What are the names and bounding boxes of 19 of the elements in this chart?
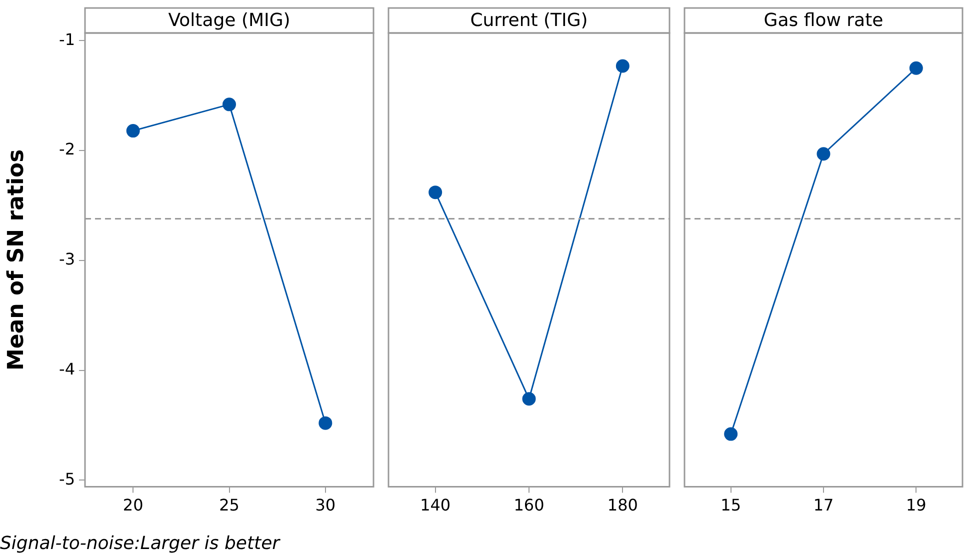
x-tick-label: 19 <box>906 496 926 515</box>
x-tick-label: 15 <box>720 496 742 515</box>
y-tick-label: -2 <box>59 140 75 159</box>
x-tick-label: 25 <box>219 496 240 515</box>
x-tick-label: 160 <box>514 496 544 515</box>
chart-title: Current (TIG) <box>470 10 588 32</box>
x-tick-label: 180 <box>607 496 638 515</box>
chart-title: Voltage (MIG) <box>168 10 290 32</box>
y-tick-label: -5 <box>59 469 75 488</box>
x-tick-label: 17 <box>813 496 834 515</box>
y-tick-label: -1 <box>59 30 75 49</box>
y-tick-label: -3 <box>59 250 75 269</box>
x-tick-label: 140 <box>420 496 451 515</box>
y-tick-label: -4 <box>59 359 75 378</box>
chart-title: Gas flow rate <box>764 10 884 32</box>
y-axis-title: Mean of SN ratios <box>4 149 29 370</box>
x-tick-label: 20 <box>122 496 144 515</box>
x-tick-label: 30 <box>315 496 336 515</box>
text: Signal-to-noise:Larger is better <box>0 533 280 554</box>
